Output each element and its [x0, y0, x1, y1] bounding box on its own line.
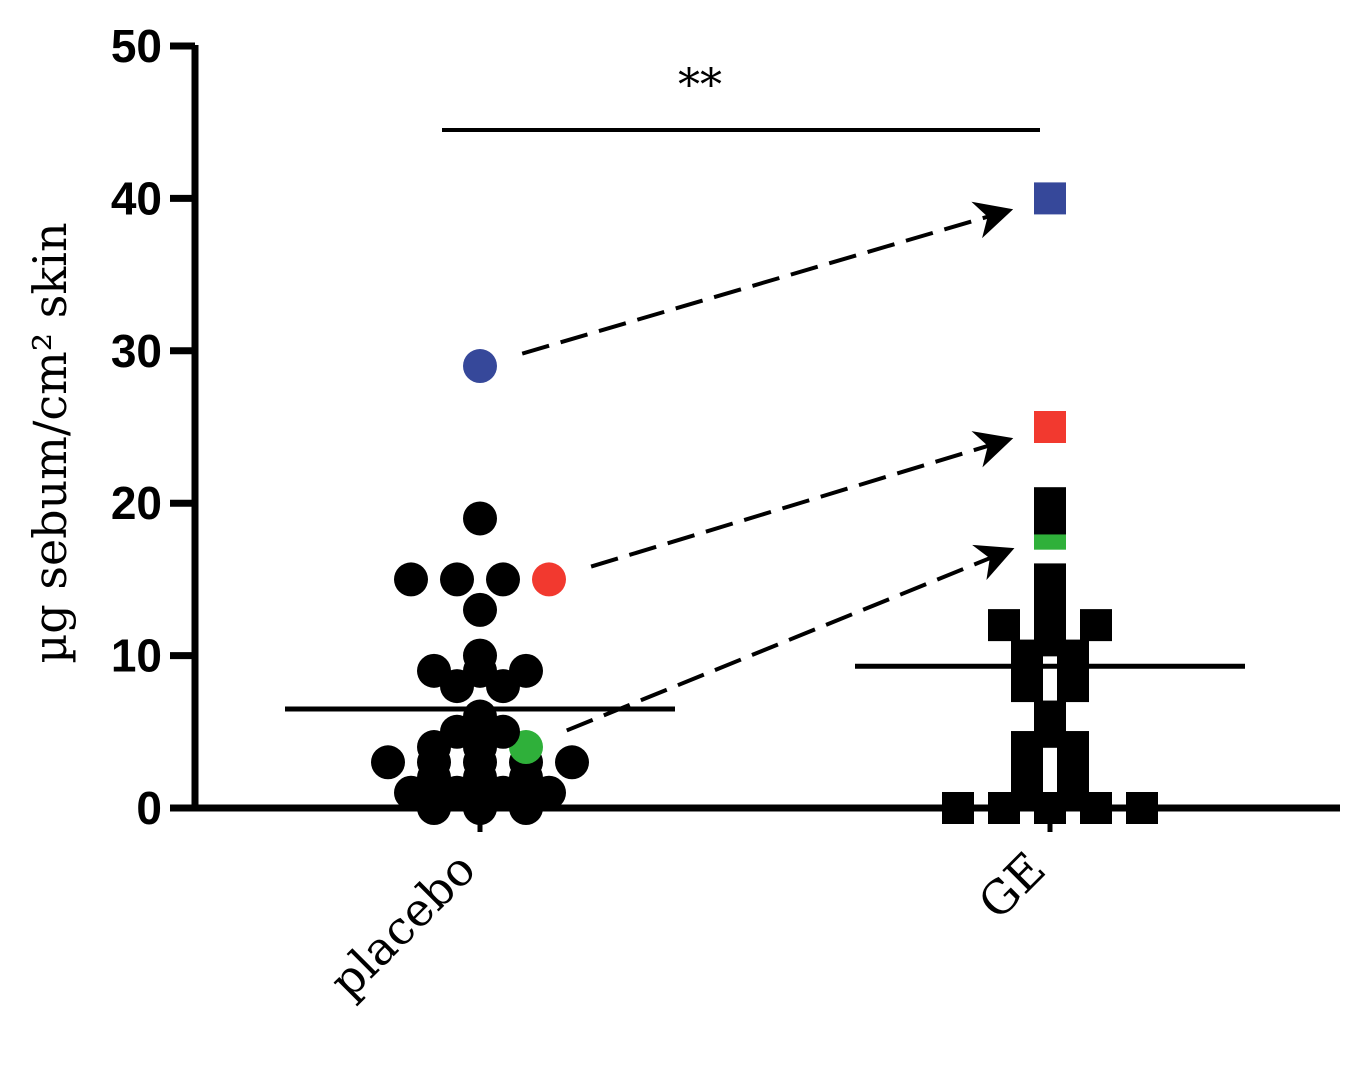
placebo-point-9 [509, 653, 543, 688]
placebo-point-3 [371, 745, 405, 780]
highlight-placebo-point-29 [463, 349, 497, 384]
placebo-point-13 [463, 592, 497, 627]
placebo-point-15 [486, 562, 520, 597]
y-tick-label-30: 30 [111, 325, 162, 377]
placebo-point-9 [417, 653, 451, 688]
arrow-15-to-25 [590, 431, 1014, 569]
significance-label: ** [678, 60, 722, 111]
y-tick-label-20: 20 [111, 477, 162, 529]
placebo-point-10 [463, 638, 497, 673]
x-category-label-placebo: placebo [319, 842, 486, 1009]
x-category-label-GE: GE [968, 842, 1056, 930]
placebo-point-19 [463, 501, 497, 536]
placebo-point-6 [463, 699, 497, 734]
highlight-GE-point-40 [1034, 182, 1066, 215]
GE-point-20 [1034, 487, 1066, 520]
GE-point-0 [1126, 792, 1158, 824]
placebo-point-3 [555, 745, 589, 780]
placebo-point-15 [394, 562, 428, 597]
y-tick-label-50: 50 [111, 20, 162, 72]
arrow-4-to-18 [565, 544, 1015, 733]
placebo-point-15 [440, 562, 474, 597]
y-tick-label-40: 40 [111, 172, 162, 224]
arrow-29-to-40 [521, 201, 1014, 356]
y-tick-label-0: 0 [136, 782, 162, 834]
y-tick-label-10: 10 [111, 630, 162, 682]
highlight-placebo-point-15 [532, 562, 566, 597]
y-axis-label: µg sebum/cm² skin [23, 222, 77, 663]
GE-point-0 [942, 792, 974, 824]
GE-point-15 [1034, 563, 1066, 596]
GE-point-6 [1034, 700, 1066, 733]
highlight-GE-point-25 [1034, 411, 1066, 443]
GE-point-12 [988, 609, 1020, 642]
GE-point-12 [1080, 609, 1112, 642]
